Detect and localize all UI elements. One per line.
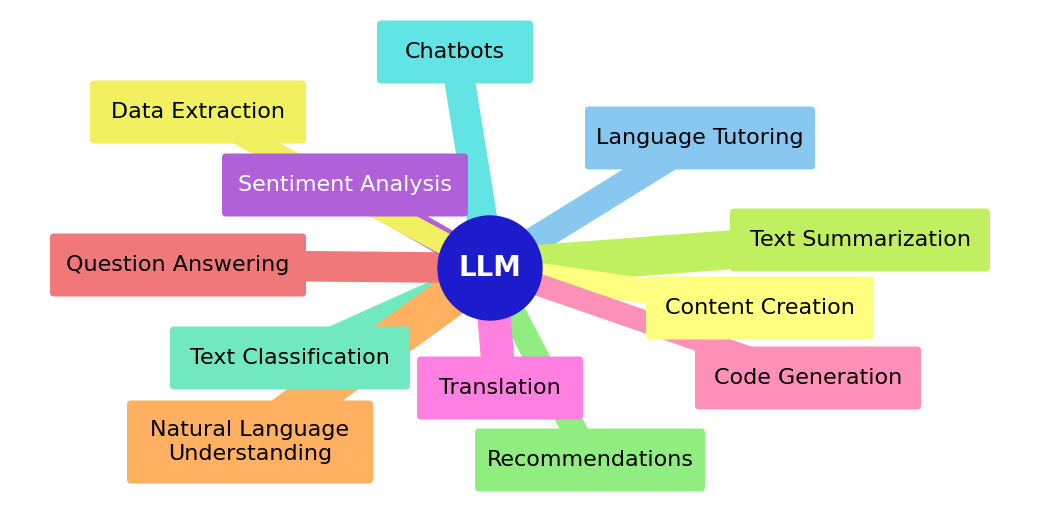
FancyBboxPatch shape	[90, 80, 306, 144]
FancyBboxPatch shape	[476, 429, 705, 492]
FancyBboxPatch shape	[695, 346, 920, 410]
FancyBboxPatch shape	[50, 233, 306, 297]
Text: Recommendations: Recommendations	[486, 450, 693, 470]
Text: Translation: Translation	[439, 378, 561, 398]
FancyBboxPatch shape	[377, 21, 533, 83]
Text: LLM: LLM	[459, 254, 522, 282]
Ellipse shape	[438, 216, 542, 320]
Text: Sentiment Analysis: Sentiment Analysis	[238, 175, 452, 195]
FancyBboxPatch shape	[127, 401, 373, 484]
Text: Chatbots: Chatbots	[405, 42, 505, 62]
Text: Natural Language
Understanding: Natural Language Understanding	[150, 420, 349, 465]
Text: Data Extraction: Data Extraction	[112, 102, 285, 122]
FancyBboxPatch shape	[646, 277, 874, 340]
Text: Question Answering: Question Answering	[66, 255, 289, 275]
Text: Text Summarization: Text Summarization	[749, 230, 971, 250]
FancyBboxPatch shape	[730, 209, 990, 271]
Text: Text Classification: Text Classification	[190, 348, 390, 368]
Text: Language Tutoring: Language Tutoring	[596, 128, 804, 148]
Text: Content Creation: Content Creation	[665, 298, 855, 318]
FancyBboxPatch shape	[222, 154, 468, 216]
FancyBboxPatch shape	[417, 356, 583, 420]
Text: Code Generation: Code Generation	[714, 368, 903, 388]
FancyBboxPatch shape	[170, 326, 410, 390]
FancyBboxPatch shape	[585, 107, 815, 169]
